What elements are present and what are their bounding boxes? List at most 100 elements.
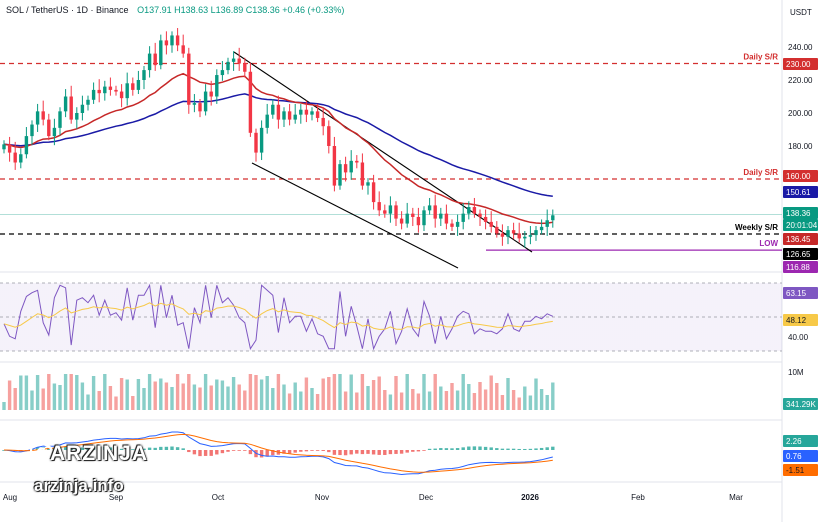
macd-hist-bar [551, 446, 555, 450]
low-value: L136.89 [210, 5, 244, 15]
volume-bar [35, 375, 40, 410]
volume-bar [231, 377, 236, 410]
macd-hist-bar [478, 446, 482, 450]
candle-body [472, 207, 477, 214]
macd-hist-bar [220, 450, 225, 454]
candle-body [539, 226, 544, 231]
volume-bar [220, 380, 225, 410]
candle-body [30, 124, 34, 137]
time-label: Aug [3, 493, 17, 502]
rsi-badge: 63.15 [786, 289, 807, 298]
volume-bar [461, 374, 465, 410]
candle-body [63, 96, 68, 112]
volume-bar [147, 374, 152, 410]
volume-bar [114, 396, 118, 410]
macd-hist-bar [75, 447, 79, 450]
volume-bar [7, 380, 12, 410]
candle-body [338, 164, 342, 186]
change-value: +0.46 (+0.33%) [282, 5, 345, 15]
rsi-pane [0, 282, 782, 352]
price-tick-label: 220.00 [788, 76, 813, 85]
candle-body [551, 215, 555, 221]
macd-hist-bar [349, 450, 353, 455]
volume-bar [310, 388, 314, 410]
candle-body [399, 218, 404, 224]
candle-body [58, 111, 62, 128]
candle-body [293, 114, 297, 120]
volume-bar [75, 375, 79, 410]
volume-bar [394, 376, 398, 410]
candle-body [388, 205, 393, 214]
candle-body [422, 210, 426, 226]
macd-hist-bar [119, 448, 124, 450]
channel-lower [251, 162, 459, 269]
volume-bar [315, 394, 320, 410]
macd-hist-bar [293, 450, 297, 453]
volume-bar [125, 379, 129, 410]
time-label: Dec [419, 493, 433, 502]
candle-body [321, 117, 325, 127]
ma-blue-badge: 150.61 [786, 188, 811, 197]
sr-label: Weekly S/R [735, 223, 778, 232]
candle-body [411, 213, 415, 217]
volume-bar [349, 374, 353, 410]
candle-body [203, 91, 208, 112]
macd-hist-bar [371, 450, 376, 455]
volume-bar [338, 374, 342, 410]
volume-bar [489, 375, 493, 410]
macd-hist-bar [125, 448, 129, 450]
candle-body [534, 230, 538, 236]
macd-hist-bar [181, 448, 185, 450]
macd-hist-bar [523, 448, 527, 450]
candle-body [136, 80, 141, 90]
candle-body [175, 35, 180, 46]
candle-body [450, 223, 454, 227]
macd-hist-bar [500, 448, 505, 450]
volume-bar [450, 383, 454, 410]
sr-label: LOW [759, 239, 778, 248]
volume-bar [383, 390, 387, 410]
last-price-badge: 138.36 [786, 209, 811, 218]
candle-body [187, 53, 191, 105]
volume-bar [259, 379, 264, 410]
candle-body [52, 127, 57, 137]
last-price-badge-bg [783, 207, 818, 219]
volume-bar [293, 382, 297, 410]
candle-body [299, 109, 303, 115]
macd-hist-bar [209, 450, 213, 456]
weekly-badge-bg [783, 248, 818, 260]
candle-body [41, 111, 45, 120]
candle-body [226, 61, 230, 71]
time-label: 2026 [521, 493, 539, 502]
ma-blue-badge-bg [783, 186, 818, 198]
macd-hist-bar [215, 450, 219, 455]
rsi-ma-line [3, 302, 553, 330]
macd-hist-bar [175, 447, 180, 450]
macd-hist-bar [248, 450, 253, 455]
volume-bar [187, 374, 191, 410]
price-tick-label: 180.00 [788, 142, 813, 151]
volume-bar [422, 374, 426, 410]
level-160-badge-bg [783, 170, 818, 182]
weekly-badge: 126.65 [786, 250, 811, 259]
symbol-title[interactable]: SOL / TetherUS · 1D · Binance [6, 5, 129, 15]
volume-bar [478, 382, 482, 410]
macd-hist-bar [58, 447, 62, 450]
candle-body [209, 91, 213, 97]
volume-bar [282, 384, 286, 410]
macd-hist-bar [343, 450, 348, 456]
volume-bar [483, 389, 488, 410]
volume-bar [355, 392, 359, 410]
arzinja-logo-icon [30, 441, 52, 467]
candle-body [192, 103, 197, 105]
macd-hist-bar [97, 447, 101, 450]
price-tick-label: 40.00 [788, 333, 809, 342]
macd-hist-bar [243, 450, 247, 451]
candle-body [315, 111, 320, 118]
macd-hist-bar [511, 448, 516, 450]
volume-bar [243, 390, 247, 410]
volume-badge-bg [783, 398, 818, 410]
time-label: Feb [631, 493, 645, 502]
volume-bar [170, 387, 174, 410]
currency-label: USDT [790, 8, 812, 17]
